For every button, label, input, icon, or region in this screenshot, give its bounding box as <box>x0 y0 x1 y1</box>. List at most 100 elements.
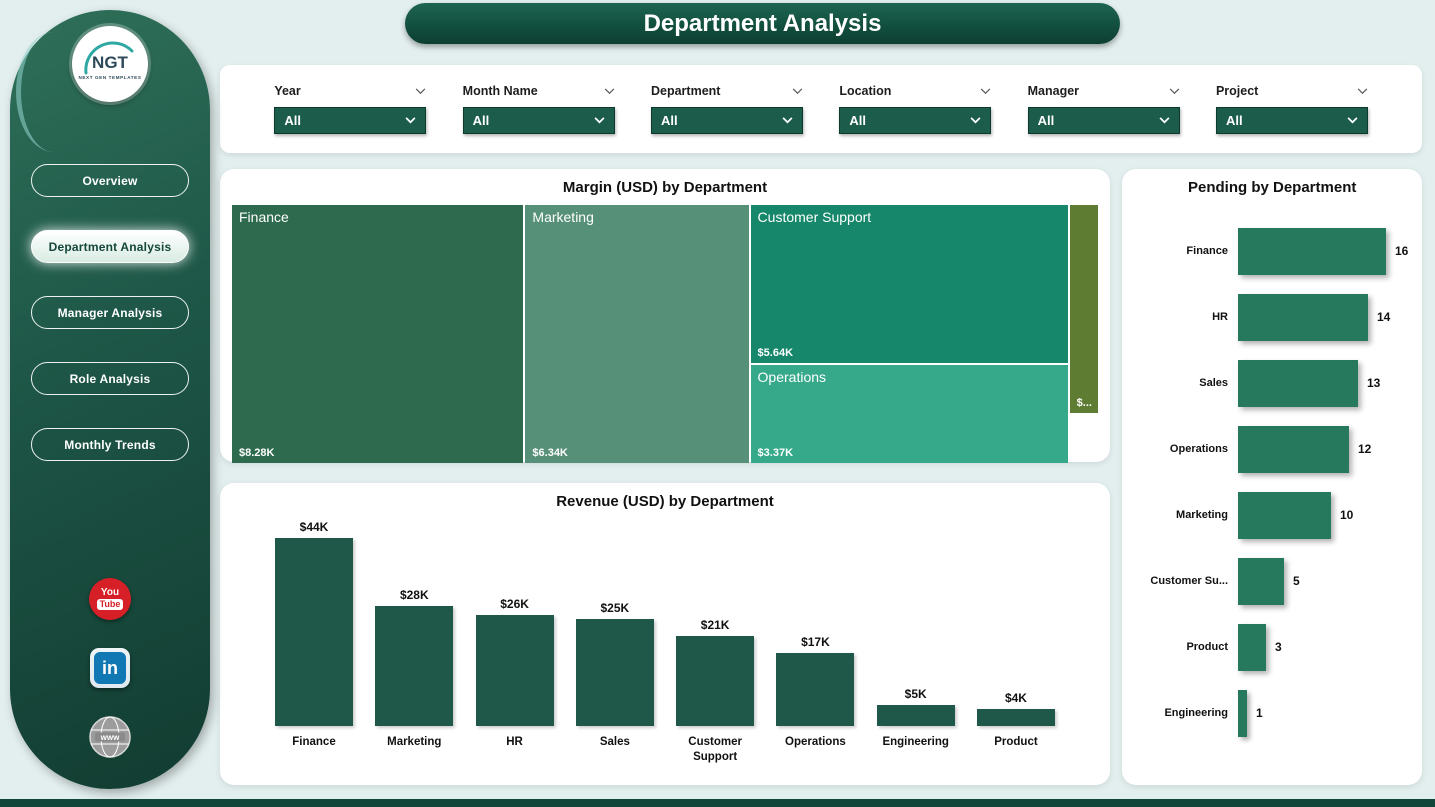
bar-column-hr: $26K HR <box>471 514 559 765</box>
revenue-bar[interactable] <box>876 705 955 726</box>
chevron-down-icon <box>792 87 803 94</box>
filter-dropdown[interactable]: All <box>650 107 803 134</box>
filter-selected-value: All <box>1225 113 1243 128</box>
treemap-cell-value: $8.28K <box>239 447 275 459</box>
youtube-icon[interactable]: You Tube <box>89 578 131 620</box>
treemap-cell-customer-support[interactable]: Customer Support $5.64K <box>750 205 1068 364</box>
bar-value-label: $28K <box>399 588 429 602</box>
filter-dropdown[interactable]: All <box>462 107 615 134</box>
filter-label-row[interactable]: Manager <box>1028 84 1180 98</box>
treemap-cell-other[interactable]: $... <box>1069 205 1098 413</box>
treemap-column: Finance $8.28K <box>232 205 524 463</box>
treemap-cell-marketing[interactable]: Marketing $6.34K <box>525 205 749 463</box>
pending-bar[interactable] <box>1238 227 1386 275</box>
filter-dropdown[interactable]: All <box>274 107 427 134</box>
logo-text: NGT <box>92 53 129 72</box>
social-links: You Tube in www <box>89 578 131 763</box>
youtube-icon-text-bottom: Tube <box>96 599 124 610</box>
website-icon-text: www <box>100 733 120 742</box>
bar-stack: $21K <box>676 514 755 726</box>
hbar-value-label: 10 <box>1340 508 1354 522</box>
pending-bar[interactable] <box>1238 623 1266 671</box>
treemap-cell-value: $5.64K <box>757 347 794 360</box>
pending-bar-chart: Finance 16 HR 14 Sales 13 Operations 12 Marketin… <box>1136 218 1408 746</box>
page-title: Department Analysis <box>405 3 1120 44</box>
bar-stack: $28K <box>375 514 454 726</box>
pending-bar[interactable] <box>1238 293 1368 341</box>
pending-bar[interactable] <box>1238 359 1358 407</box>
bar-category-label: Sales <box>599 736 630 748</box>
filter-label-row[interactable]: Year <box>274 84 426 98</box>
revenue-bar[interactable] <box>976 709 1055 726</box>
sidebar-item-manager-analysis[interactable]: Manager Analysis <box>31 296 189 329</box>
treemap-cell-label: Operations <box>757 369 827 386</box>
pending-bar[interactable] <box>1238 491 1331 539</box>
treemap-cell-label: Marketing <box>532 209 594 225</box>
bar-value-label: $44K <box>299 520 329 534</box>
filter-label-row[interactable]: Department <box>651 84 803 98</box>
sidebar-item-department-analysis[interactable]: Department Analysis <box>31 230 189 263</box>
linkedin-icon-text: in <box>94 652 126 684</box>
ngt-logo-circle: NGT NEXT GEN TEMPLATES <box>72 26 148 102</box>
bar-column-marketing: $28K Marketing <box>370 514 458 765</box>
linkedin-icon[interactable]: in <box>90 648 130 688</box>
treemap-title: Margin (USD) by Department <box>562 179 768 196</box>
revenue-bar[interactable] <box>475 615 554 726</box>
hbar-row-engineering: Engineering 1 <box>1136 680 1408 746</box>
filter-department: Department All <box>650 84 803 134</box>
hbar-row-hr: HR 14 <box>1136 284 1408 350</box>
bar-column-sales: $25K Sales <box>571 514 659 765</box>
filter-dropdown[interactable]: All <box>839 107 992 134</box>
sidebar: NGT NEXT GEN TEMPLATES Overview Departmen… <box>10 10 210 789</box>
filter-label-row[interactable]: Project <box>1216 84 1368 98</box>
bar-stack: $4K <box>976 514 1055 726</box>
treemap-cell-operations[interactable]: Operations $3.37K <box>750 365 1068 463</box>
hbar-category-label: Finance <box>1186 245 1228 257</box>
chevron-down-icon <box>1159 117 1170 124</box>
bar-column-engineering: $5K Engineering <box>872 514 960 765</box>
bar-stack: $17K <box>776 514 855 726</box>
filter-dropdown[interactable]: All <box>1215 107 1368 134</box>
treemap-cell-finance[interactable]: Finance $8.28K <box>232 205 524 463</box>
pending-bar[interactable] <box>1238 425 1349 473</box>
bar-category-label: Finance <box>292 736 336 748</box>
chevron-down-icon <box>1347 117 1358 124</box>
revenue-bar[interactable] <box>676 636 755 726</box>
sidebar-item-monthly-trends[interactable]: Monthly Trends <box>31 428 189 461</box>
website-icon[interactable]: www <box>89 716 131 763</box>
filter-selected-value: All <box>660 113 678 128</box>
filter-selected-value: All <box>472 113 490 128</box>
sidebar-item-role-analysis[interactable]: Role Analysis <box>31 362 189 395</box>
pending-bar[interactable] <box>1238 689 1247 737</box>
revenue-bar-chart-card: Revenue (USD) by Department $44K Finance $… <box>220 483 1110 785</box>
bar-category-label: Marketing <box>387 736 442 748</box>
pending-bar[interactable] <box>1238 557 1284 605</box>
bar-value-label: $25K <box>600 601 630 615</box>
bar-value-label: $26K <box>500 597 529 611</box>
filter-label: Department <box>650 84 721 98</box>
filter-label: Month Name <box>462 84 538 98</box>
hbar-row-marketing: Marketing 10 <box>1136 482 1408 548</box>
filter-label-row[interactable]: Month Name <box>463 84 615 98</box>
revenue-bar[interactable] <box>575 619 654 726</box>
bar-column-finance: $44K Finance <box>270 514 358 765</box>
filter-label-row[interactable]: Location <box>839 84 991 98</box>
revenue-bar[interactable] <box>275 538 353 726</box>
revenue-bar[interactable] <box>776 653 855 726</box>
bar-category-label: Customer Support <box>688 736 742 763</box>
filter-month-name: Month Name All <box>462 84 615 134</box>
bar-column-operations: $17K Operations <box>771 514 859 765</box>
filter-year: Year All <box>274 84 427 134</box>
margin-treemap: Finance $8.28K Marketing $6.34K Customer Sup… <box>232 205 1098 463</box>
bar-stack: $25K <box>575 514 654 726</box>
hbar-row-finance: Finance 16 <box>1136 218 1408 284</box>
filter-label: Manager <box>1027 84 1080 98</box>
chevron-down-icon <box>1357 87 1368 94</box>
filter-dropdown[interactable]: All <box>1027 107 1180 134</box>
hbar-category-label: Product <box>1186 641 1228 653</box>
revenue-bar[interactable] <box>375 606 454 726</box>
sidebar-item-overview[interactable]: Overview <box>31 164 189 197</box>
ngt-logo-graphic: NGT NEXT GEN TEMPLATES <box>78 41 141 80</box>
filter-label: Project <box>1215 84 1259 98</box>
